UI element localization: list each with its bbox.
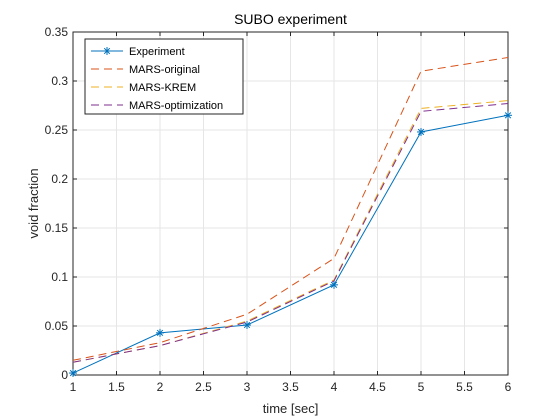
marker-stroke [330, 281, 338, 288]
series-line-2 [72, 100, 509, 363]
legend-entry: MARS-optimization [129, 100, 223, 112]
series-line-3 [72, 103, 509, 363]
x-tick-label: 2 [157, 380, 164, 394]
marker-stroke [156, 329, 164, 337]
y-tick-label: 0.1 [51, 270, 68, 284]
y-axis-label: void fraction [26, 168, 41, 238]
chart-title: SUBO experiment [234, 11, 347, 27]
x-tick-label: 4 [331, 380, 338, 394]
data-point [504, 111, 512, 120]
x-tick-label: 2.5 [195, 380, 212, 394]
y-tick-label: 0.25 [45, 123, 69, 137]
legend-marker [103, 47, 111, 55]
marker-stroke [504, 112, 512, 119]
marker-stroke [69, 369, 77, 377]
y-tick-label: 0.2 [51, 172, 68, 186]
data-point [417, 127, 425, 136]
x-tick-label: 5 [418, 380, 425, 394]
legend-entry: MARS-KREM [129, 82, 196, 94]
x-tick-label: 1.5 [108, 380, 125, 394]
data-point [156, 328, 164, 337]
y-tick-label: 0.15 [45, 221, 69, 235]
x-tick-label: 4.5 [369, 380, 386, 394]
series-group [69, 56, 512, 378]
x-axis-label: time [sec] [263, 401, 319, 416]
marker-stroke [103, 47, 111, 55]
y-tick-label: 0.3 [51, 74, 68, 88]
x-tick-label: 5.5 [456, 380, 473, 394]
marker-stroke [243, 321, 251, 329]
legend-entry: MARS-original [129, 64, 200, 76]
x-tick-label: 3.5 [282, 380, 299, 394]
y-tick-label: 0.05 [45, 319, 69, 333]
data-point [330, 280, 338, 289]
x-tick-label: 6 [505, 380, 512, 394]
axes: 1 1.5 2 2.5 3 3.5 4 4.5 5 5.5 6 0 0.05 0.1 0.15 0.2 0.25… [45, 25, 512, 394]
legend-entry: Experiment [129, 46, 185, 58]
series-line-0 [72, 114, 509, 374]
data-point [69, 369, 77, 378]
legend: Experiment MARS-original MARS-KREM MARS-opt… [84, 38, 244, 115]
y-tick-label: 0 [61, 368, 68, 382]
x-tick-label: 3 [244, 380, 251, 394]
marker-stroke [417, 128, 425, 136]
x-tick-label: 1 [70, 380, 77, 394]
y-tick-label: 0.35 [45, 25, 69, 39]
data-point [243, 321, 251, 330]
